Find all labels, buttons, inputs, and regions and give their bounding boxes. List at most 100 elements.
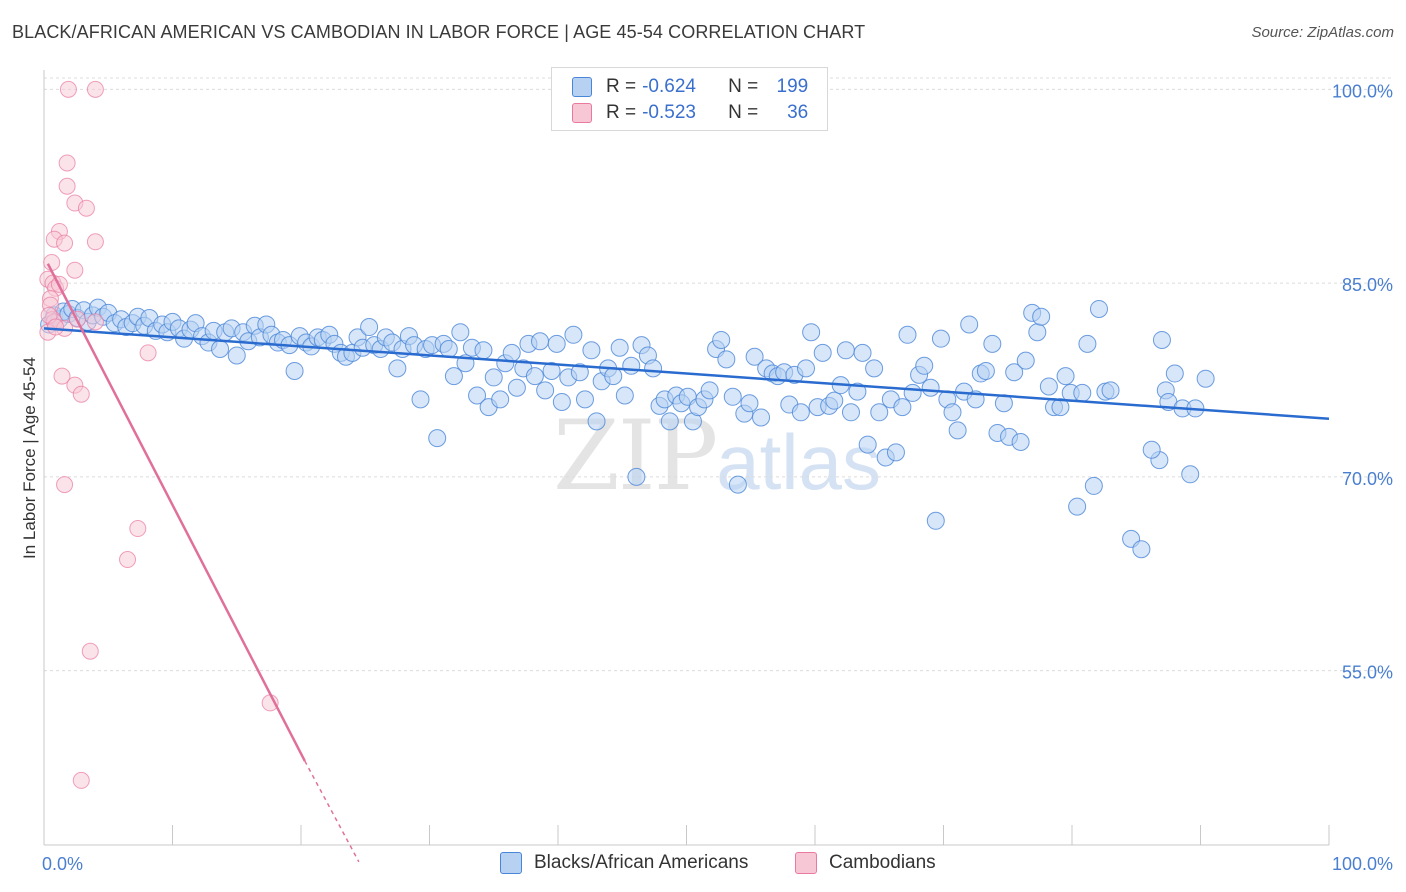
data-point-blacks [858, 435, 877, 454]
chart-title: BLACK/AFRICAN AMERICAN VS CAMBODIAN IN L… [12, 22, 866, 42]
data-point-blacks [1028, 323, 1047, 342]
x-tick-label: 0.0% [42, 854, 83, 874]
data-point-cambodians [56, 476, 74, 494]
data-point-blacks [502, 343, 521, 362]
data-point-cambodians [81, 642, 99, 660]
data-point-blacks [211, 340, 230, 358]
data-point-blacks [745, 347, 764, 366]
data-point-blacks [1181, 465, 1200, 484]
data-point-blacks [1089, 299, 1108, 318]
data-point-blacks [723, 387, 742, 406]
correlation-legend: R = -0.624 N = 199 R = -0.523 N = 36 [551, 67, 828, 131]
data-point-blacks [439, 340, 458, 358]
data-point-blacks [622, 356, 641, 375]
legend-row-cambodians: R = -0.523 N = 36 [572, 101, 808, 125]
series-blacks-points [40, 298, 1215, 559]
data-point-cambodians [47, 318, 65, 336]
data-point-blacks [1016, 351, 1035, 370]
data-point-blacks [227, 346, 246, 365]
y-tick-label: 85.0% [1342, 275, 1393, 295]
data-point-cambodians [86, 233, 104, 251]
data-point-blacks [865, 359, 884, 378]
legend-item-cambodians: Cambodians [795, 852, 936, 874]
data-point-blacks [983, 334, 1002, 353]
data-point-blacks [1011, 433, 1030, 451]
series-legend: Blacks/African Americans Cambodians [0, 852, 1406, 878]
y-tick-label: 70.0% [1342, 469, 1393, 489]
tick-labels: 55.0% 70.0% 85.0% 100.0% 0.0% 100.0% [42, 81, 1393, 874]
data-point-cambodians [72, 771, 90, 789]
data-point-blacks [931, 329, 950, 348]
data-point-cambodians [66, 261, 84, 279]
data-point-blacks [848, 382, 867, 401]
data-point-blacks [411, 390, 430, 409]
data-point-blacks [660, 412, 679, 431]
data-point-blacks [484, 368, 503, 387]
legend-swatch-cambodians [572, 103, 592, 123]
series-cambodians-points [39, 80, 279, 789]
data-point-blacks [802, 323, 821, 342]
data-point-blacks [948, 421, 967, 440]
trend-line-blacks [43, 327, 1330, 420]
data-point-blacks [570, 363, 589, 382]
data-point-blacks [813, 343, 832, 362]
data-point-blacks [451, 323, 470, 342]
data-point-blacks [926, 511, 945, 530]
data-point-blacks [921, 378, 940, 397]
data-point-blacks [903, 383, 922, 402]
data-point-blacks [797, 359, 816, 378]
data-point-blacks [791, 403, 810, 422]
data-point-blacks [870, 403, 889, 422]
data-point-blacks [700, 381, 719, 400]
legend-row-blacks: R = -0.624 N = 199 [572, 75, 808, 99]
data-point-blacks [1039, 377, 1058, 396]
trend-line-cambodians-extension [304, 760, 360, 863]
data-point-blacks [1068, 497, 1087, 516]
data-point-cambodians [72, 385, 90, 403]
data-point-blacks [752, 408, 771, 427]
data-point-blacks [1165, 364, 1184, 383]
data-point-blacks [1101, 381, 1120, 400]
data-point-cambodians [53, 367, 71, 385]
legend-r-label: R = [606, 76, 637, 97]
data-point-blacks [853, 343, 872, 362]
legend-label-blacks: Blacks/African Americans [534, 852, 749, 873]
legend-label-cambodians: Cambodians [829, 852, 936, 873]
trend-line-cambodians [46, 263, 306, 762]
data-point-blacks [615, 386, 634, 405]
legend-n-value: 36 [787, 102, 809, 123]
legend-r-value: -0.624 [642, 76, 696, 97]
data-point-blacks [474, 341, 493, 360]
data-point-cambodians [139, 344, 157, 362]
data-point-blacks [960, 315, 979, 334]
data-point-blacks [836, 341, 855, 360]
data-point-blacks [468, 386, 487, 405]
data-point-blacks [915, 356, 934, 375]
data-point-blacks [627, 467, 646, 486]
data-point-blacks [898, 325, 917, 344]
data-point-blacks [360, 318, 379, 337]
data-point-blacks [552, 392, 571, 411]
legend-item-blacks: Blacks/African Americans [500, 852, 748, 874]
data-point-cambodians [77, 199, 95, 217]
data-point-cambodians [59, 80, 77, 98]
y-tick-label: 55.0% [1342, 663, 1393, 683]
data-point-blacks [604, 367, 623, 386]
chart-source: Source: ZipAtlas.com [1251, 24, 1394, 41]
legend-r-label: R = [606, 102, 637, 123]
legend-swatch-blacks [572, 77, 592, 97]
x-tick-label: 100.0% [1332, 854, 1393, 874]
data-point-blacks [1196, 369, 1215, 388]
trend-lines [43, 263, 1330, 863]
data-point-blacks [531, 332, 550, 351]
data-point-blacks [507, 378, 526, 397]
data-point-blacks [712, 330, 731, 349]
data-point-cambodians [43, 253, 61, 271]
data-point-blacks [976, 361, 995, 380]
data-point-blacks [740, 394, 759, 413]
data-point-blacks [644, 359, 663, 378]
data-point-blacks [388, 359, 407, 378]
data-point-cambodians [86, 313, 104, 331]
data-point-blacks [610, 338, 629, 357]
